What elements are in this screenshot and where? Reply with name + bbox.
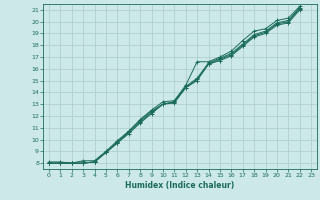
X-axis label: Humidex (Indice chaleur): Humidex (Indice chaleur) <box>125 181 235 190</box>
